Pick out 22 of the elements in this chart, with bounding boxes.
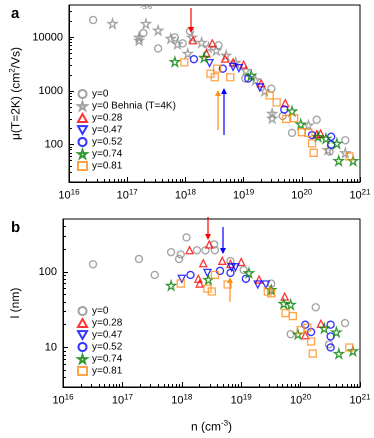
legend-label: y=0 — [92, 88, 109, 100]
y-tick-label: 10 — [44, 341, 57, 354]
y-tick-label: 1000 — [38, 84, 63, 97]
chart-title: a — [11, 5, 20, 22]
legend-label: y=0.81 — [92, 366, 123, 376]
legend-label: y=0.47 — [92, 330, 123, 340]
y-tick-label: 100 — [44, 138, 63, 151]
legend-label: y=0.74 — [92, 148, 123, 160]
legend-label: y=0.47 — [92, 124, 123, 136]
y-axis-title: l (nm) — [8, 288, 22, 318]
legend-label: y=0.28 — [92, 112, 123, 124]
y-axis-title: μ(T=2K) (cm2/Vs) — [8, 46, 22, 140]
legend-label: y=0 — [92, 306, 109, 316]
y-tick-label: 10000 — [32, 31, 63, 44]
y-tick-label: 100 — [38, 266, 57, 278]
legend-label: y=0.28 — [92, 318, 123, 328]
legend-label: y=0 Behnia (T=4K) — [92, 100, 176, 112]
legend-label: y=0.81 — [92, 160, 123, 172]
legend-label: y=0.74 — [92, 354, 123, 364]
legend-label: y=0.52 — [92, 342, 123, 352]
legend-label: y=0.52 — [92, 136, 123, 148]
chart-title: b — [11, 219, 20, 236]
